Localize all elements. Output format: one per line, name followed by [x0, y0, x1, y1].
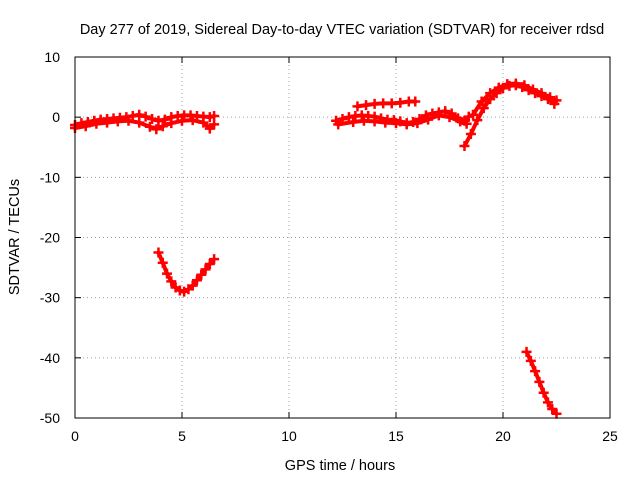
- data-trace: [207, 257, 217, 266]
- data-trace: [207, 122, 217, 131]
- data-trace: [207, 113, 217, 120]
- y-tick-label: -40: [40, 350, 60, 366]
- series-segment-2: [153, 247, 220, 297]
- x-axis-label: GPS time / hours: [285, 458, 395, 474]
- x-tick-label: 15: [388, 428, 404, 444]
- data-trace: [336, 119, 356, 127]
- grid: [75, 57, 610, 418]
- series-segment-4: [352, 96, 421, 112]
- data-trace: [479, 91, 493, 104]
- data-trace: [471, 99, 484, 117]
- y-tick-label: -30: [40, 290, 60, 306]
- data-trace: [462, 114, 471, 123]
- x-tick-label: 25: [602, 428, 618, 444]
- x-tick-label: 5: [178, 428, 186, 444]
- x-tick-label: 0: [71, 428, 79, 444]
- data-trace: [550, 406, 559, 416]
- x-tick-label: 10: [281, 428, 297, 444]
- y-tick-label: 0: [52, 109, 60, 125]
- data-trace: [462, 132, 473, 149]
- chart-title: Day 277 of 2019, Sidereal Day-to-day VTE…: [80, 22, 604, 38]
- y-tick-label: -50: [40, 410, 60, 426]
- series-segment-6: [521, 346, 562, 419]
- data-trace: [475, 106, 486, 123]
- y-tick-label: -20: [40, 230, 60, 246]
- data-points: [70, 78, 562, 419]
- y-axis-label: SDTVAR / TECUs: [7, 179, 23, 295]
- data-trace: [458, 119, 469, 126]
- y-tick-label: -10: [40, 169, 60, 185]
- series-segment-3-lower: [333, 110, 472, 130]
- axis-ticks: 0 5 10 15 20 25 10 0 -10 -20 -30 -40 -50: [40, 49, 618, 444]
- series-segment-1-lower: [70, 115, 220, 135]
- data-trace: [548, 95, 559, 103]
- x-tick-label: 20: [495, 428, 511, 444]
- series-segment-5-upper: [468, 78, 562, 120]
- y-tick-label: 10: [44, 49, 60, 65]
- data-trace: [468, 118, 480, 137]
